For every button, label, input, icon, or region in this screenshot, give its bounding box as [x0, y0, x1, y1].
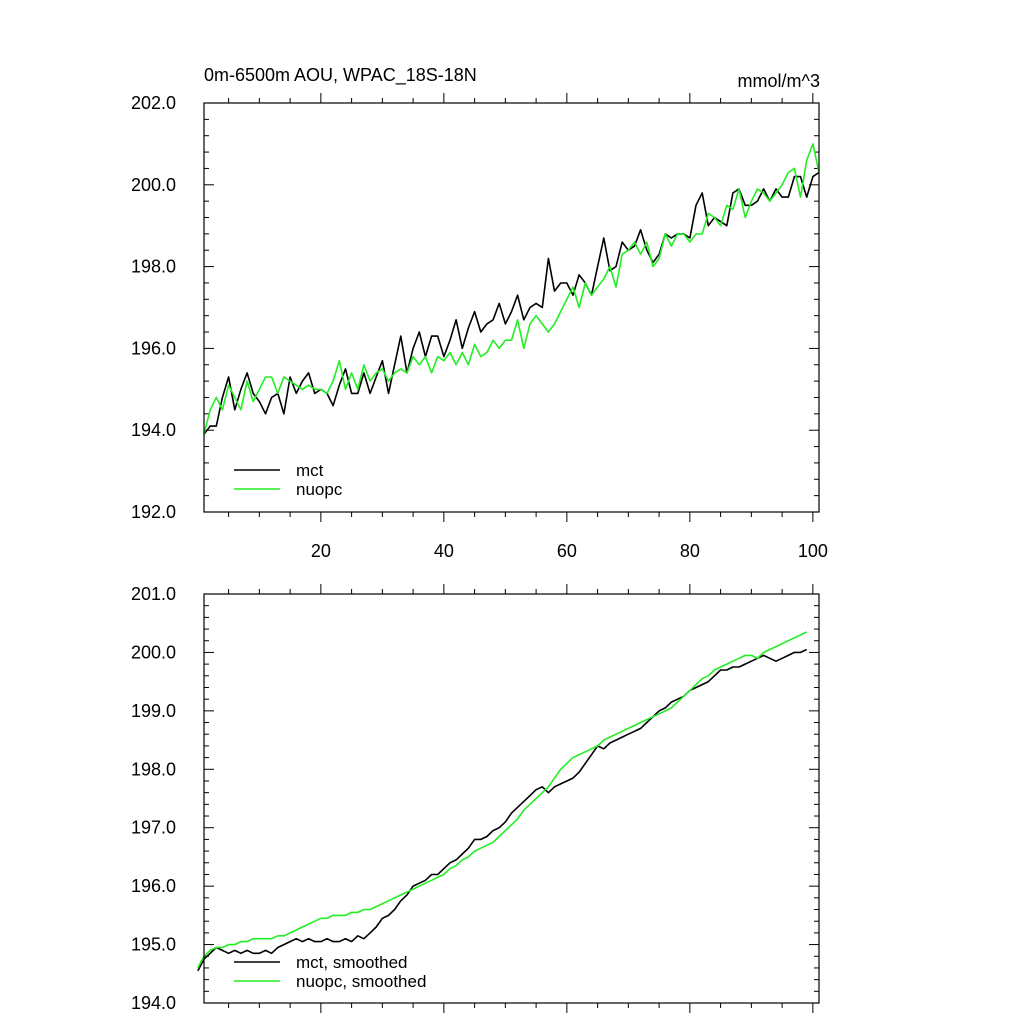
- y-tick-label: 196.0: [131, 338, 176, 358]
- y-tick-label: 202.0: [131, 93, 176, 113]
- x-tick-label: 80: [680, 541, 700, 561]
- y-tick-label: 197.0: [131, 818, 176, 838]
- x-tick-label: 100: [798, 541, 828, 561]
- y-tick-label: 192.0: [131, 502, 176, 522]
- y-tick-label: 199.0: [131, 701, 176, 721]
- y-tick-label: 196.0: [131, 876, 176, 896]
- top-series-lines: [203, 143, 820, 435]
- y-tick-label: 194.0: [131, 993, 176, 1013]
- x-tick-label: 60: [557, 541, 577, 561]
- bottom-chart-panel: 194.0 195.0 196.0 197.0 198.0 199.0 200.0 201.0…: [131, 584, 820, 1013]
- series-line-nuopc-smoothed: [197, 631, 808, 969]
- top-plot-frame: [203, 102, 820, 513]
- y-tick-label: 200.0: [131, 642, 176, 662]
- bottom-ticks: 194.0 195.0 196.0 197.0 198.0 199.0 200.0 201.0: [131, 584, 819, 1013]
- legend-label: mct, smoothed: [296, 953, 408, 972]
- series-line-mct: [203, 171, 820, 435]
- chart-title: 0m-6500m AOU, WPAC_18S-18N: [204, 65, 477, 86]
- x-tick-label: 40: [434, 541, 454, 561]
- top-ticks: 192.0 194.0 196.0 198.0 200.0 202.0 20 40 60 80 10…: [131, 93, 828, 561]
- series-line-mct-smoothed: [197, 648, 808, 972]
- y-tick-label: 201.0: [131, 584, 176, 604]
- top-chart-panel: 0m-6500m AOU, WPAC_18S-18N mmol/m^3 192.…: [131, 65, 828, 561]
- y-tick-label: 194.0: [131, 420, 176, 440]
- legend-label: mct: [296, 461, 324, 480]
- y-tick-label: 200.0: [131, 175, 176, 195]
- y-tick-label: 198.0: [131, 257, 176, 277]
- series-line-nuopc: [203, 143, 820, 435]
- x-tick-label: 20: [311, 541, 331, 561]
- bottom-series-lines: [197, 631, 808, 972]
- legend-label: nuopc, smoothed: [296, 972, 426, 991]
- y-tick-label: 198.0: [131, 759, 176, 779]
- y-tick-label: 195.0: [131, 935, 176, 955]
- units-label: mmol/m^3: [738, 71, 820, 91]
- legend-label: nuopc: [296, 480, 343, 499]
- bottom-plot-frame: [203, 593, 820, 1004]
